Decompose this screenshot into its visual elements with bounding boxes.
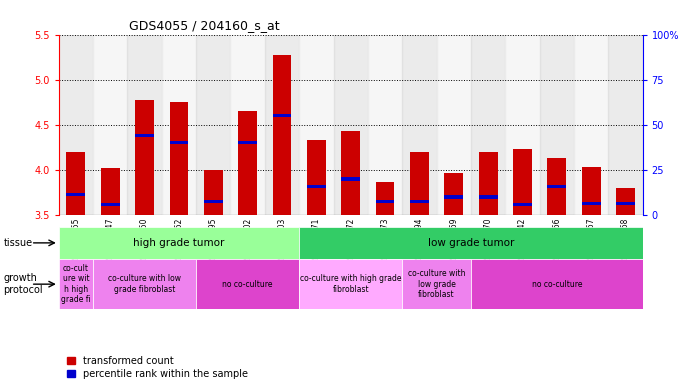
Bar: [376, 200, 395, 203]
Bar: [196, 35, 231, 215]
Bar: [376, 182, 395, 215]
Bar: [299, 259, 402, 309]
Bar: [582, 167, 600, 215]
Bar: [162, 35, 196, 215]
Bar: [204, 200, 223, 203]
Bar: [66, 152, 86, 215]
Bar: [93, 259, 196, 309]
Bar: [204, 170, 223, 215]
Bar: [231, 35, 265, 215]
Bar: [616, 202, 635, 205]
Text: no co-culture: no co-culture: [531, 280, 582, 289]
Text: growth
protocol: growth protocol: [3, 273, 43, 295]
Bar: [299, 227, 643, 259]
Bar: [169, 141, 189, 144]
Legend: transformed count, percentile rank within the sample: transformed count, percentile rank withi…: [67, 356, 247, 379]
Bar: [238, 141, 257, 144]
Bar: [196, 259, 299, 309]
Bar: [513, 149, 532, 215]
Text: low grade tumor: low grade tumor: [428, 238, 514, 248]
Bar: [471, 259, 643, 309]
Bar: [307, 185, 325, 188]
Bar: [540, 35, 574, 215]
Bar: [238, 111, 257, 215]
Text: high grade tumor: high grade tumor: [133, 238, 225, 248]
Bar: [299, 35, 334, 215]
Bar: [444, 173, 463, 215]
Bar: [272, 55, 292, 215]
Bar: [101, 203, 120, 206]
Bar: [547, 185, 566, 188]
Bar: [574, 35, 608, 215]
Text: co-culture with low
grade fibroblast: co-culture with low grade fibroblast: [108, 275, 181, 294]
Bar: [127, 35, 162, 215]
Text: co-culture with high grade
fibroblast: co-culture with high grade fibroblast: [300, 275, 401, 294]
Bar: [410, 152, 429, 215]
Bar: [265, 35, 299, 215]
Bar: [59, 227, 299, 259]
Bar: [547, 158, 566, 215]
Bar: [402, 35, 437, 215]
Bar: [582, 202, 600, 205]
Bar: [410, 200, 429, 203]
Bar: [66, 193, 86, 196]
Text: co-culture with
low grade
fibroblast: co-culture with low grade fibroblast: [408, 269, 465, 299]
Bar: [169, 102, 189, 215]
Bar: [479, 152, 498, 215]
Text: tissue: tissue: [3, 238, 32, 248]
Text: no co-culture: no co-culture: [223, 280, 273, 289]
Bar: [272, 114, 292, 118]
Text: co-cult
ure wit
h high
grade fi: co-cult ure wit h high grade fi: [61, 264, 91, 304]
Bar: [444, 195, 463, 199]
Bar: [59, 35, 93, 215]
Bar: [471, 35, 505, 215]
Bar: [368, 35, 402, 215]
Bar: [135, 99, 154, 215]
Bar: [341, 177, 360, 180]
Bar: [93, 35, 127, 215]
Bar: [505, 35, 540, 215]
Bar: [101, 168, 120, 215]
Bar: [334, 35, 368, 215]
Bar: [616, 188, 635, 215]
Bar: [59, 259, 93, 309]
Bar: [437, 35, 471, 215]
Bar: [513, 203, 532, 206]
Bar: [135, 134, 154, 137]
Bar: [307, 140, 325, 215]
Text: GDS4055 / 204160_s_at: GDS4055 / 204160_s_at: [129, 19, 279, 32]
Bar: [479, 195, 498, 199]
Bar: [341, 131, 360, 215]
Bar: [402, 259, 471, 309]
Bar: [608, 35, 643, 215]
